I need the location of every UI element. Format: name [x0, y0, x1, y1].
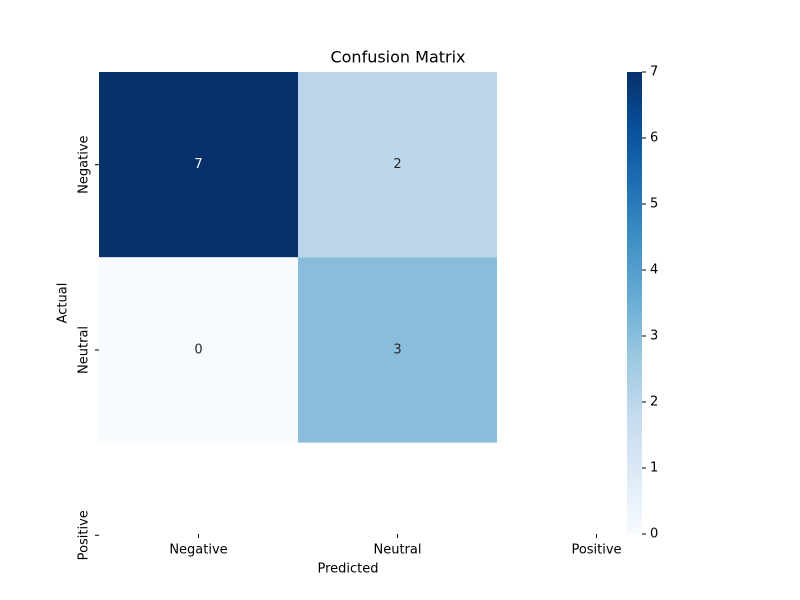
chart-title: Confusion Matrix [330, 48, 465, 67]
heatmap-cell [99, 257, 298, 443]
heatmap-cells [99, 72, 497, 443]
x-tick-label: Neutral [374, 543, 422, 558]
cell-value-label: 7 [194, 157, 202, 172]
y-tick-label: Positive [77, 510, 92, 560]
heatmap-cell [298, 72, 497, 258]
colorbar-tick-label: 4 [650, 263, 658, 278]
heatmap-cell [99, 72, 298, 258]
colorbar-tick-label: 6 [650, 131, 658, 146]
colorbar-tick-label: 1 [650, 461, 658, 476]
y-axis-label: Actual [56, 283, 71, 324]
heatmap-cell [298, 257, 497, 443]
cell-value-label: 3 [393, 342, 401, 357]
x-tick-label: Positive [571, 543, 621, 558]
colorbar-tick-label: 5 [650, 197, 658, 212]
colorbar-tick-label: 7 [650, 65, 658, 80]
colorbar-tick-label: 3 [650, 329, 658, 344]
colorbar-tick-label: 0 [650, 527, 658, 542]
x-tick-label: Negative [169, 543, 227, 558]
colorbar [627, 72, 642, 534]
colorbar-tick-label: 2 [650, 395, 658, 410]
cell-value-label: 0 [194, 342, 202, 357]
y-tick-label: Neutral [77, 326, 92, 374]
y-tick-label: Negative [77, 135, 92, 193]
x-axis-label: Predicted [317, 562, 378, 577]
cell-value-label: 2 [393, 157, 401, 172]
